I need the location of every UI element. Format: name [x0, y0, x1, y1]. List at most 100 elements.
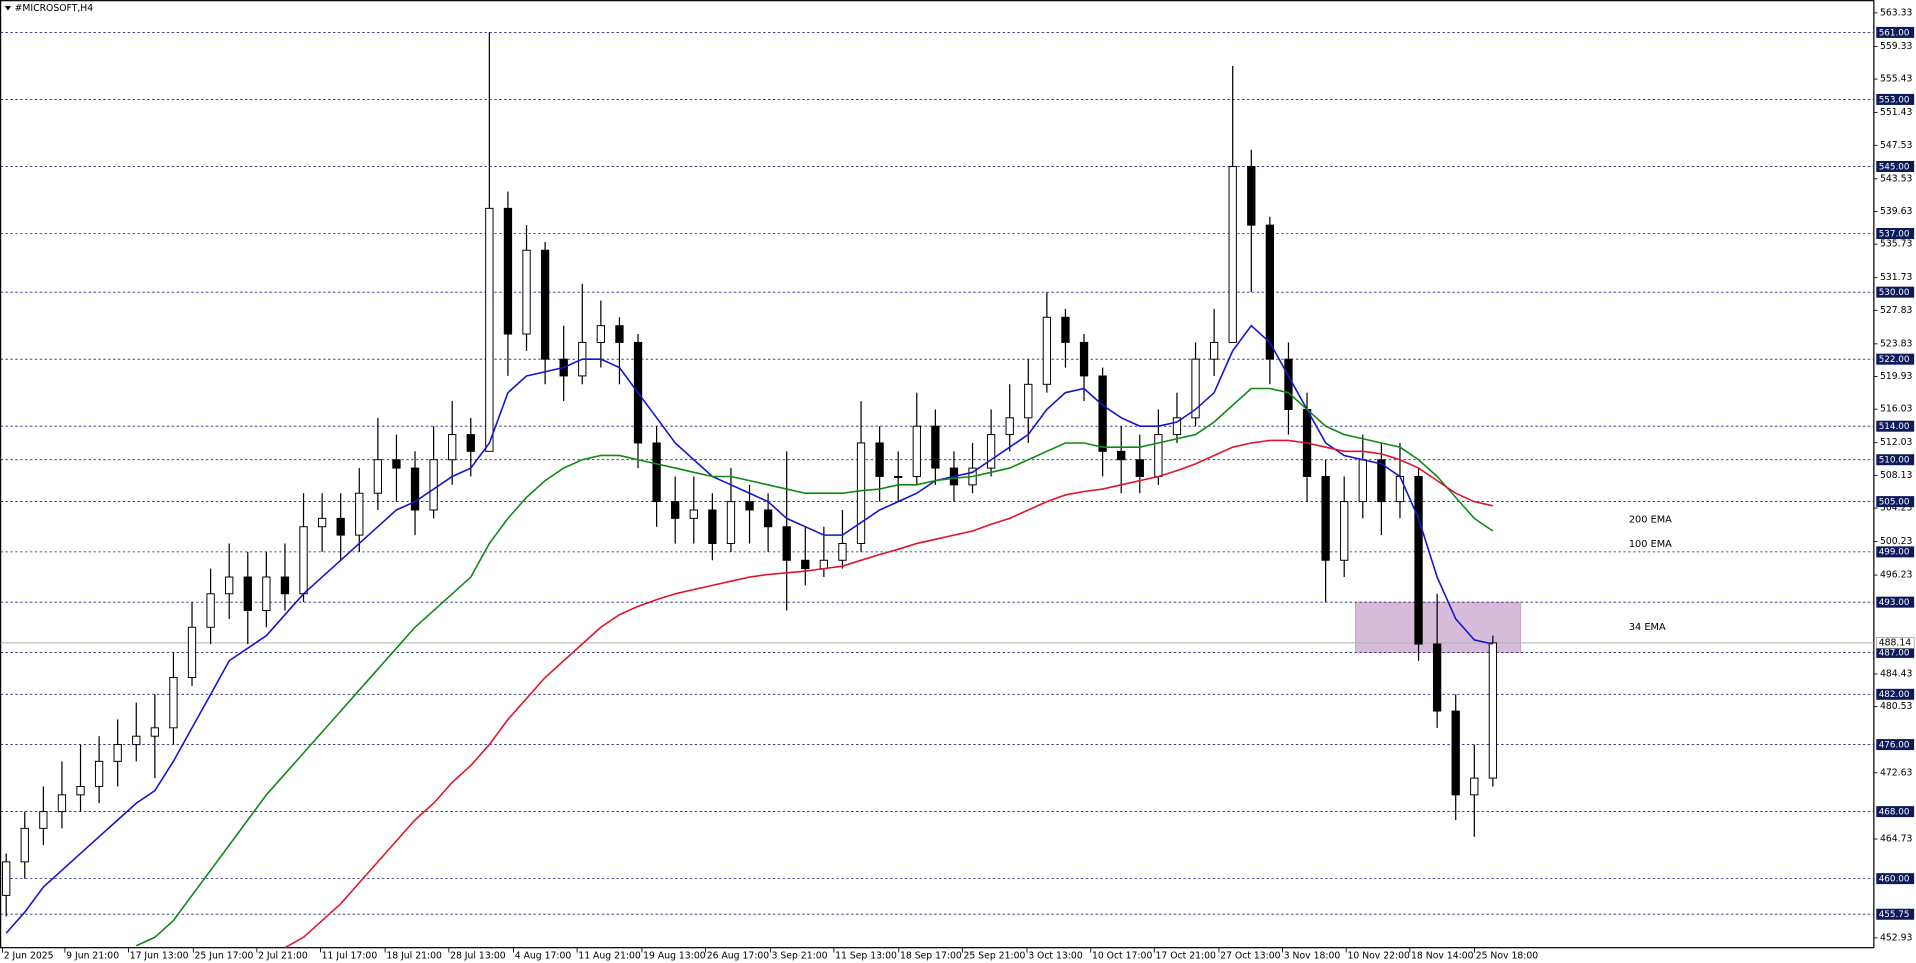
marks	[2, 32, 1498, 949]
candle-body	[931, 425, 940, 469]
title-arrow[interactable]	[4, 6, 11, 11]
x-tick-label: 3 Sep 21:00	[772, 951, 828, 962]
y-tick-label: 551.43	[1880, 107, 1913, 118]
candle-body	[745, 501, 754, 511]
ema-line	[284, 439, 1494, 949]
candle-body	[1284, 358, 1293, 410]
y-tick-label: 519.93	[1880, 371, 1913, 382]
y-tick-label: 531.73	[1880, 272, 1913, 283]
candle-body	[243, 576, 252, 612]
y-tick-label: 484.43	[1880, 668, 1913, 679]
y-tick-label: 512.03	[1880, 437, 1913, 448]
plot-frame	[0, 0, 1875, 949]
x-tick-label: 27 Oct 13:00	[1220, 951, 1281, 962]
y-tick-label: 563.33	[1880, 7, 1913, 18]
y-tick-label: 480.53	[1880, 701, 1913, 712]
candle-body	[1117, 450, 1126, 461]
y-tick-label: 527.83	[1880, 305, 1913, 316]
candle-body	[1079, 341, 1089, 377]
ema-label: 34 EMA	[1629, 622, 1666, 633]
candle-body	[187, 626, 197, 679]
y-tick-label: 535.73	[1880, 239, 1913, 250]
level-badge	[1876, 739, 1915, 751]
candle-body	[94, 760, 104, 787]
candle-body	[132, 735, 141, 746]
level-badge	[1876, 806, 1915, 818]
candle-body	[1191, 358, 1200, 419]
levels	[0, 31, 1874, 915]
candle-body	[1247, 165, 1256, 226]
level-badge	[1876, 688, 1915, 700]
candle-body	[1098, 375, 1107, 452]
candle-body	[1488, 642, 1498, 779]
candle-body	[1172, 417, 1182, 436]
candle-body	[503, 207, 513, 335]
x-tick-label: 25 Jun 17:00	[195, 951, 254, 962]
candle-body	[689, 509, 698, 519]
candle-body	[838, 543, 847, 561]
y-tick-label: 464.73	[1880, 834, 1913, 845]
level-badge	[1876, 454, 1915, 466]
level-badge	[1876, 496, 1915, 508]
candle-body	[57, 794, 67, 813]
x-tick-label: 10 Oct 17:00	[1092, 951, 1153, 962]
candle-body	[466, 434, 475, 452]
candle-body	[615, 325, 624, 343]
level-badge	[1876, 26, 1915, 38]
candle-body	[355, 492, 364, 536]
x-tick-label: 3 Nov 18:00	[1284, 951, 1341, 962]
x-tick-label: 18 Sep 17:00	[900, 951, 962, 962]
candle-body	[1340, 501, 1349, 561]
candle-body	[206, 593, 215, 628]
candle-body	[317, 517, 327, 528]
candle-body	[2, 861, 11, 896]
y-tick-label: 523.83	[1880, 338, 1913, 349]
y-tick-label: 516.03	[1880, 404, 1913, 415]
last-price-badge	[1875, 637, 1915, 649]
level-label: 468.00	[1879, 807, 1910, 817]
x-tick-label: 9 Jun 21:00	[66, 951, 119, 962]
ema-line	[5, 324, 1494, 934]
level-label: 476.00	[1879, 740, 1910, 750]
level-label: 530.00	[1879, 288, 1910, 298]
candle-body	[763, 509, 773, 528]
candle-body	[1042, 316, 1052, 385]
x-tick-label: 3 Oct 13:00	[1028, 951, 1083, 962]
candle-body	[1061, 316, 1070, 343]
candle-body	[429, 459, 438, 511]
y-tick-label: 555.43	[1880, 74, 1913, 85]
level-badge	[1876, 646, 1915, 658]
level-label: 510.00	[1879, 456, 1910, 466]
chart-title: #MICROSOFT,H4	[15, 3, 94, 14]
candle-body	[1321, 475, 1330, 561]
level-badge	[1876, 286, 1915, 298]
candle-body	[1358, 459, 1367, 503]
level-label: 460.00	[1879, 874, 1910, 884]
candle-body	[39, 811, 48, 829]
candle-body	[1005, 417, 1014, 436]
y-tick-label: 472.63	[1880, 767, 1913, 778]
x-tick-label: 25 Nov 18:00	[1476, 951, 1539, 962]
candle-body	[280, 576, 290, 595]
level-label: 455.75	[1879, 910, 1910, 920]
y-tick-label: 504.23	[1880, 503, 1913, 514]
candle-body	[819, 559, 829, 570]
candle-body	[299, 526, 308, 595]
candle-body	[76, 785, 85, 796]
level-badge	[1876, 160, 1915, 172]
candle-body	[894, 475, 903, 478]
y-tick-label: 508.13	[1880, 470, 1913, 481]
candle-body	[20, 827, 29, 863]
level-label: 545.00	[1879, 162, 1910, 172]
x-tick-label: 26 Aug 17:00	[707, 951, 770, 962]
candle-body	[1470, 777, 1479, 796]
y-tick-label: 559.33	[1880, 41, 1913, 52]
candle-body	[726, 501, 736, 544]
x-tick-label: 18 Nov 14:00	[1411, 951, 1474, 962]
level-label: 514.00	[1879, 422, 1910, 432]
candle-body	[225, 576, 234, 595]
level-badge	[1876, 93, 1915, 105]
candle-body	[652, 442, 661, 503]
